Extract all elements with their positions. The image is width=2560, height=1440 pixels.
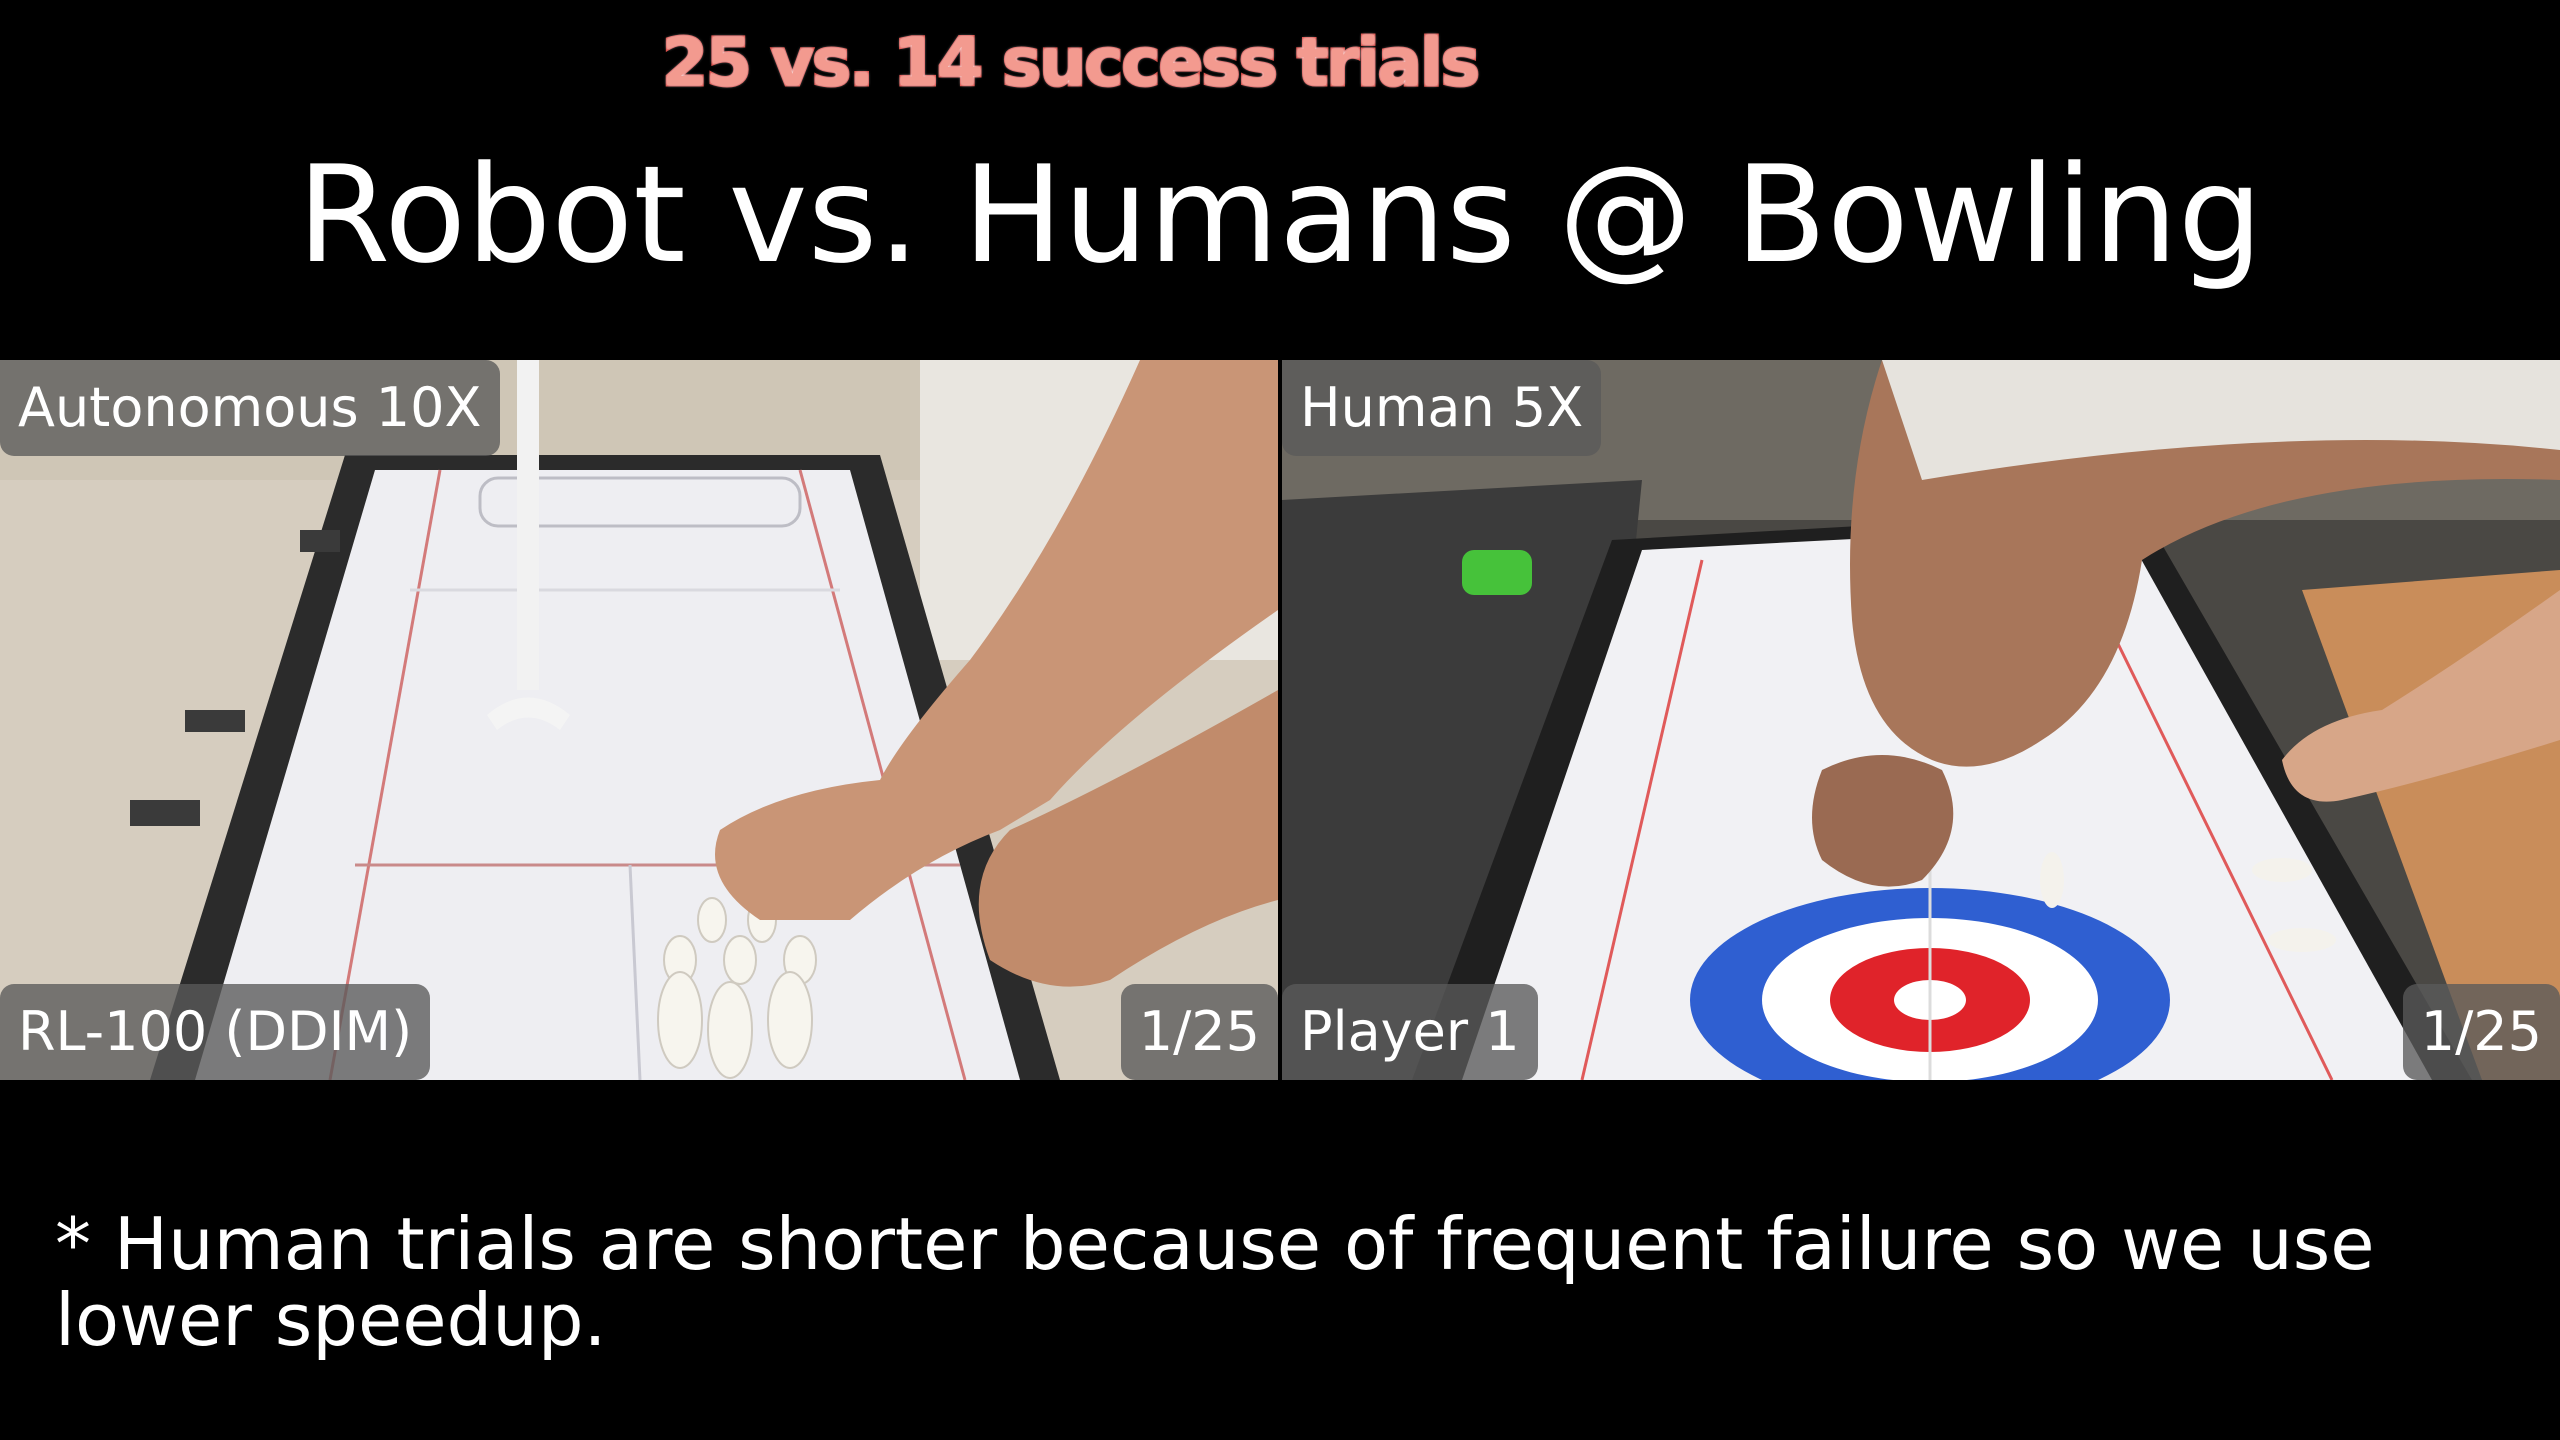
method-label: RL-100 (DDIM) xyxy=(0,984,431,1080)
player-label: Player 1 xyxy=(1282,984,1538,1080)
slide-title: Robot vs. Humans @ Bowling xyxy=(297,137,2263,293)
footnote: * Human trials are shorter because of fr… xyxy=(55,1202,2375,1362)
success-trials-caption: 25 vs. 14 success trials xyxy=(661,23,1482,103)
robot-bowling-scene xyxy=(0,360,1278,1080)
human-speed-label: Human 5X xyxy=(1282,360,1602,456)
autonomous-speed-label: Autonomous 10X xyxy=(0,360,500,456)
robot-trial-counter: 1/25 xyxy=(1120,984,1278,1080)
robot-video-panel[interactable]: Autonomous 10X RL-100 (DDIM) 1/25 xyxy=(0,360,1278,1080)
human-trial-counter: 1/25 xyxy=(2402,984,2560,1080)
human-bowling-scene xyxy=(1282,360,2560,1080)
human-video-panel[interactable]: Human 5X Player 1 1/25 xyxy=(1282,360,2560,1080)
